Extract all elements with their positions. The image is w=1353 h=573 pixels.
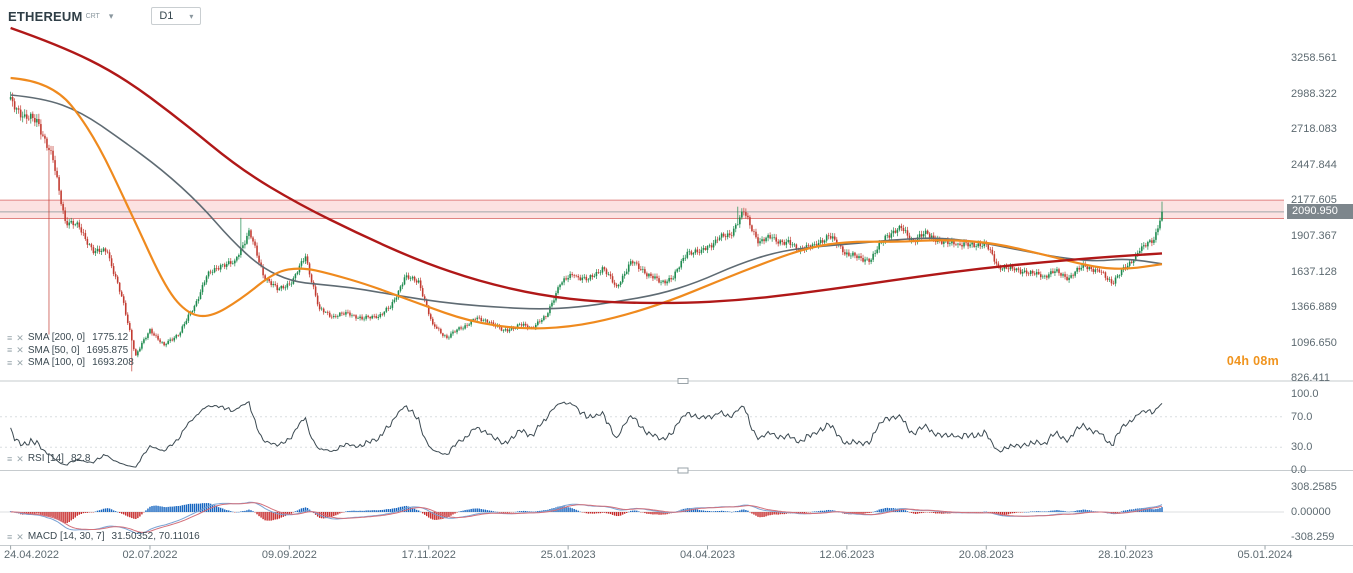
chevron-down-icon[interactable]: ▾ [108,10,114,21]
price-axis-label: 1907.367 [1291,230,1337,242]
rsi-axis-label: 0.0 [1291,464,1307,476]
rsi-line [10,400,1163,468]
indicator-settings-icon[interactable]: ≡ [7,531,13,542]
indicator-label: RSI [14] [27,453,64,464]
indicator-label: MACD [14, 30, 7] [27,531,105,542]
indicator-value: 31.50352, 70.11016 [111,531,200,542]
date-axis-label: 24.04.2022 [4,549,60,561]
price-axis-label: 2447.844 [1291,158,1337,171]
macd-line [10,501,1163,535]
pane-resize-handle[interactable] [677,467,689,474]
moving-averages [10,26,1163,330]
rsi-axis-label: 70.0 [1291,410,1313,423]
symbol-code-suffix: CRT [85,13,100,20]
indicator-value: 82.8 [70,453,91,464]
indicator-legend-rsi: ≡ ✕ RSI [14] 82.8 [7,453,90,464]
indicator-remove-icon[interactable]: ✕ [16,453,24,464]
chart-header: ETHEREUM CRT ▾ D1 ▾ [8,7,202,25]
indicator-legend-sma50: ≡ ✕ SMA [50, 0] 1695.875 [7,345,128,356]
price-axis-label: 3258.561 [1291,52,1337,64]
indicator-settings-icon[interactable]: ≡ [7,453,13,464]
indicator-label: SMA [50, 0] [27,344,80,356]
date-axis-label: 28.10.2023 [1098,549,1154,561]
pane-separators [0,378,1353,550]
resistance-zone[interactable] [0,199,1284,220]
indicator-label: SMA [100, 0] [27,357,86,368]
timeframe-value: D1 [159,10,174,22]
price-axis-label: 1637.128 [1291,265,1337,278]
candle-countdown: 04h 08m [1226,354,1279,368]
indicator-remove-icon[interactable]: ✕ [16,332,24,343]
current-price-badge: 2090.950 [1287,204,1353,219]
rsi-axis-label: 100.0 [1291,388,1319,400]
price-axis-label: 1366.889 [1291,301,1337,314]
date-axis-label: 12.06.2023 [819,549,875,561]
date-axis-label: 04.04.2023 [679,549,736,561]
date-axis-label: 05.01.2024 [1237,549,1293,561]
indicator-legend-sma100: ≡ ✕ SMA [100, 0] 1693.208 [7,357,134,368]
pane-resize-handle[interactable] [677,378,689,384]
price-axis-label: 2718.083 [1291,123,1337,136]
indicator-remove-icon[interactable]: ✕ [16,357,24,368]
indicator-settings-icon[interactable]: ≡ [7,345,13,355]
macd-axis-label: 308.2585 [1291,481,1337,493]
timeframe-select[interactable]: D1 ▾ [151,7,202,25]
price-axis-label: 826.411 [1291,372,1330,385]
overlay-sma-200[interactable] [10,26,1163,305]
date-axis-label: 09.09.2022 [261,549,317,561]
date-axis-label: 20.08.2023 [958,549,1014,561]
indicator-value: 1775.12 [92,332,129,343]
indicator-value: 1695.875 [86,344,129,356]
indicator-value: 1693.208 [92,357,134,368]
indicator-label: SMA [200, 0] [27,332,86,343]
rsi-axis-label: 30.0 [1291,441,1313,454]
indicator-settings-icon[interactable]: ≡ [7,332,13,343]
symbol-name[interactable]: ETHEREUM [8,8,83,24]
indicator-settings-icon[interactable]: ≡ [7,357,13,368]
macd-pane [0,501,1284,535]
chevron-down-icon: ▾ [189,11,194,21]
date-axis-label: 17.11.2022 [401,549,456,561]
overlay-sma-100[interactable] [10,76,1163,330]
price-axis-label: 2177.605 [1291,194,1337,207]
date-axis-label: 25.01.2023 [540,549,596,561]
price-axis-label: 1096.650 [1291,336,1337,349]
indicator-legend-macd: ≡ ✕ MACD [14, 30, 7] 31.50352, 70.11016 [7,531,200,542]
indicator-remove-icon[interactable]: ✕ [16,345,24,355]
indicator-legend-sma200: ≡ ✕ SMA [200, 0] 1775.12 [7,332,128,343]
macd-signal-line [10,502,1163,533]
candlestick-series [9,91,1163,372]
macd-axis-label: 0.00000 [1291,506,1331,518]
date-axis-label: 02.07.2022 [122,549,178,561]
rsi-pane [0,400,1284,468]
macd-axis-label: -308.259 [1291,530,1335,543]
indicator-remove-icon[interactable]: ✕ [16,531,24,542]
price-axis-label: 2988.322 [1291,87,1337,100]
